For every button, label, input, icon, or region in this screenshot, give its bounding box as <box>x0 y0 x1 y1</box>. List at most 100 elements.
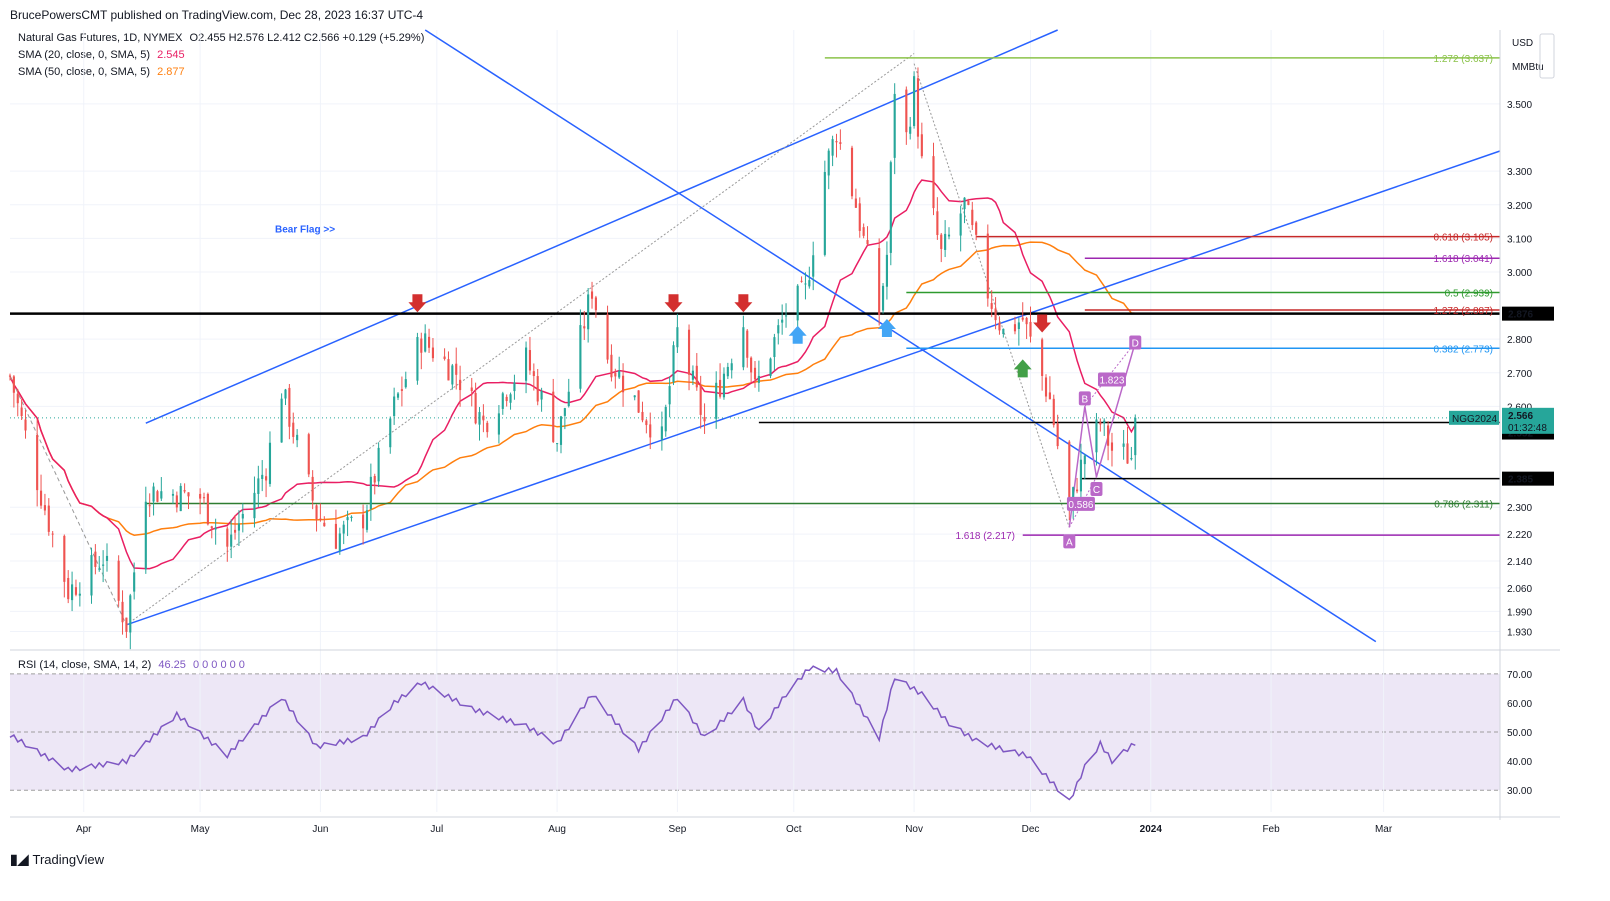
candle-body <box>478 412 481 425</box>
candle-body <box>226 528 229 547</box>
rsi-axis-label: 40.00 <box>1507 757 1532 768</box>
candle-body <box>781 319 784 323</box>
rsi-label: RSI (14, close, SMA, 14, 2) <box>18 659 152 671</box>
harmonic-pattern-line <box>1068 342 1136 528</box>
candle-body <box>94 551 97 567</box>
candle-body <box>866 240 869 245</box>
candle-body <box>175 495 178 508</box>
candle-body <box>726 366 729 377</box>
ratio-1823-label-bg <box>1097 372 1126 387</box>
fib-05-label: 0.5 (2.939) <box>1445 288 1493 299</box>
candle-body <box>241 513 244 519</box>
candle-body <box>171 493 175 496</box>
tradingview-logo-icon: ▮◢ <box>10 850 29 867</box>
time-axis-label: Dec <box>1022 824 1040 835</box>
candle-body <box>98 568 101 570</box>
price-axis-label: 2.220 <box>1507 530 1532 541</box>
candle-body <box>36 435 39 491</box>
candle-body <box>74 587 78 595</box>
candle-body <box>427 336 431 348</box>
rsi-axis-label: 30.00 <box>1507 786 1532 797</box>
candle-body <box>1079 459 1083 492</box>
price-axis-label: 1.990 <box>1507 607 1532 618</box>
candle-body <box>1134 417 1137 456</box>
candle-body <box>424 333 427 352</box>
wave-d-label-bg <box>1129 335 1142 350</box>
wave-c-label: C <box>1093 485 1100 496</box>
price-chart[interactable]: 1.272 (3.637) 0.618 (3.105) 1.618 (3.041) 0… <box>0 26 1610 846</box>
candle-body <box>431 347 435 359</box>
ratio-0586-label-bg <box>1066 496 1095 511</box>
candle-body <box>1099 422 1102 425</box>
time-axis-label: Mar <box>1375 824 1393 835</box>
candle-body <box>757 375 760 383</box>
price-axis-label: 2.800 <box>1507 335 1532 346</box>
candle-body <box>827 150 830 176</box>
candle-body <box>777 325 780 334</box>
candle-body <box>784 315 788 317</box>
candle-body <box>862 227 865 236</box>
candle-body <box>396 393 400 398</box>
price-axis-label: 3.500 <box>1507 100 1532 111</box>
candle-body <box>102 564 105 566</box>
candle-body <box>43 505 46 511</box>
level-tag-2552: 2.552 <box>1508 429 1533 440</box>
candle-body <box>156 491 159 502</box>
candle-body <box>722 373 726 398</box>
candle-body <box>1130 458 1133 460</box>
candle-body <box>691 370 694 380</box>
candle-body <box>342 524 345 534</box>
candle-body <box>323 522 326 527</box>
candle-body <box>451 365 454 385</box>
candle-body <box>51 533 54 535</box>
candle-body <box>1122 443 1125 447</box>
candle-body <box>532 371 535 377</box>
candle-body <box>594 297 597 311</box>
time-axis-label: Oct <box>786 824 802 835</box>
candle-body <box>307 434 310 475</box>
candle-body <box>773 337 776 358</box>
candle-body <box>237 523 240 531</box>
level-tag-2385: 2.385 <box>1508 475 1533 486</box>
candle-body <box>1056 423 1059 447</box>
candle-body <box>152 486 155 502</box>
candle-body <box>1025 317 1028 325</box>
rsi-extra: 0 0 0 0 0 0 <box>192 659 245 671</box>
candle-body <box>284 389 287 399</box>
price-axis-label: 2.140 <box>1507 557 1532 568</box>
candle-body <box>753 367 757 380</box>
price-axis-label: 3.200 <box>1507 201 1532 212</box>
arrow-up-icon <box>788 325 807 344</box>
wave-b-label: B <box>1081 394 1088 405</box>
candle-body <box>362 514 365 529</box>
time-axis-label: Jul <box>430 824 443 835</box>
candle-body <box>393 396 396 417</box>
price-axis-label: 2.060 <box>1507 584 1532 595</box>
rsi-legend[interactable]: RSI (14, close, SMA, 14, 2) 46.25 0 0 0 … <box>18 659 245 671</box>
candle-body <box>292 422 295 437</box>
candle-body <box>994 308 997 321</box>
tradingview-footer[interactable]: ▮◢ TradingView <box>10 848 104 870</box>
candle-body <box>858 203 861 231</box>
countdown-tag: 01:32:48 <box>1508 423 1547 434</box>
candle-body <box>913 76 916 127</box>
candle-body <box>1075 489 1079 492</box>
candle-body <box>261 474 264 479</box>
candle-body <box>637 390 640 413</box>
candle-body <box>199 493 202 499</box>
candle-body <box>148 505 151 507</box>
candle-body <box>214 527 217 530</box>
candle-body <box>839 142 842 144</box>
candle-body <box>687 329 691 375</box>
candle-body <box>796 285 799 321</box>
candle-body <box>1021 317 1024 320</box>
fib-1618-lower-label: 1.618 (2.217) <box>955 531 1015 542</box>
currency-label: USD <box>1512 38 1533 49</box>
candle-body <box>990 303 993 309</box>
candle-body <box>909 126 912 134</box>
candle-body <box>202 497 206 499</box>
candle-body <box>1095 419 1098 453</box>
candle-body <box>905 89 908 133</box>
candle-body <box>389 418 392 448</box>
symbol-legend[interactable]: Natural Gas Futures, 1D, NYMEX O2.455 H2… <box>18 32 424 44</box>
